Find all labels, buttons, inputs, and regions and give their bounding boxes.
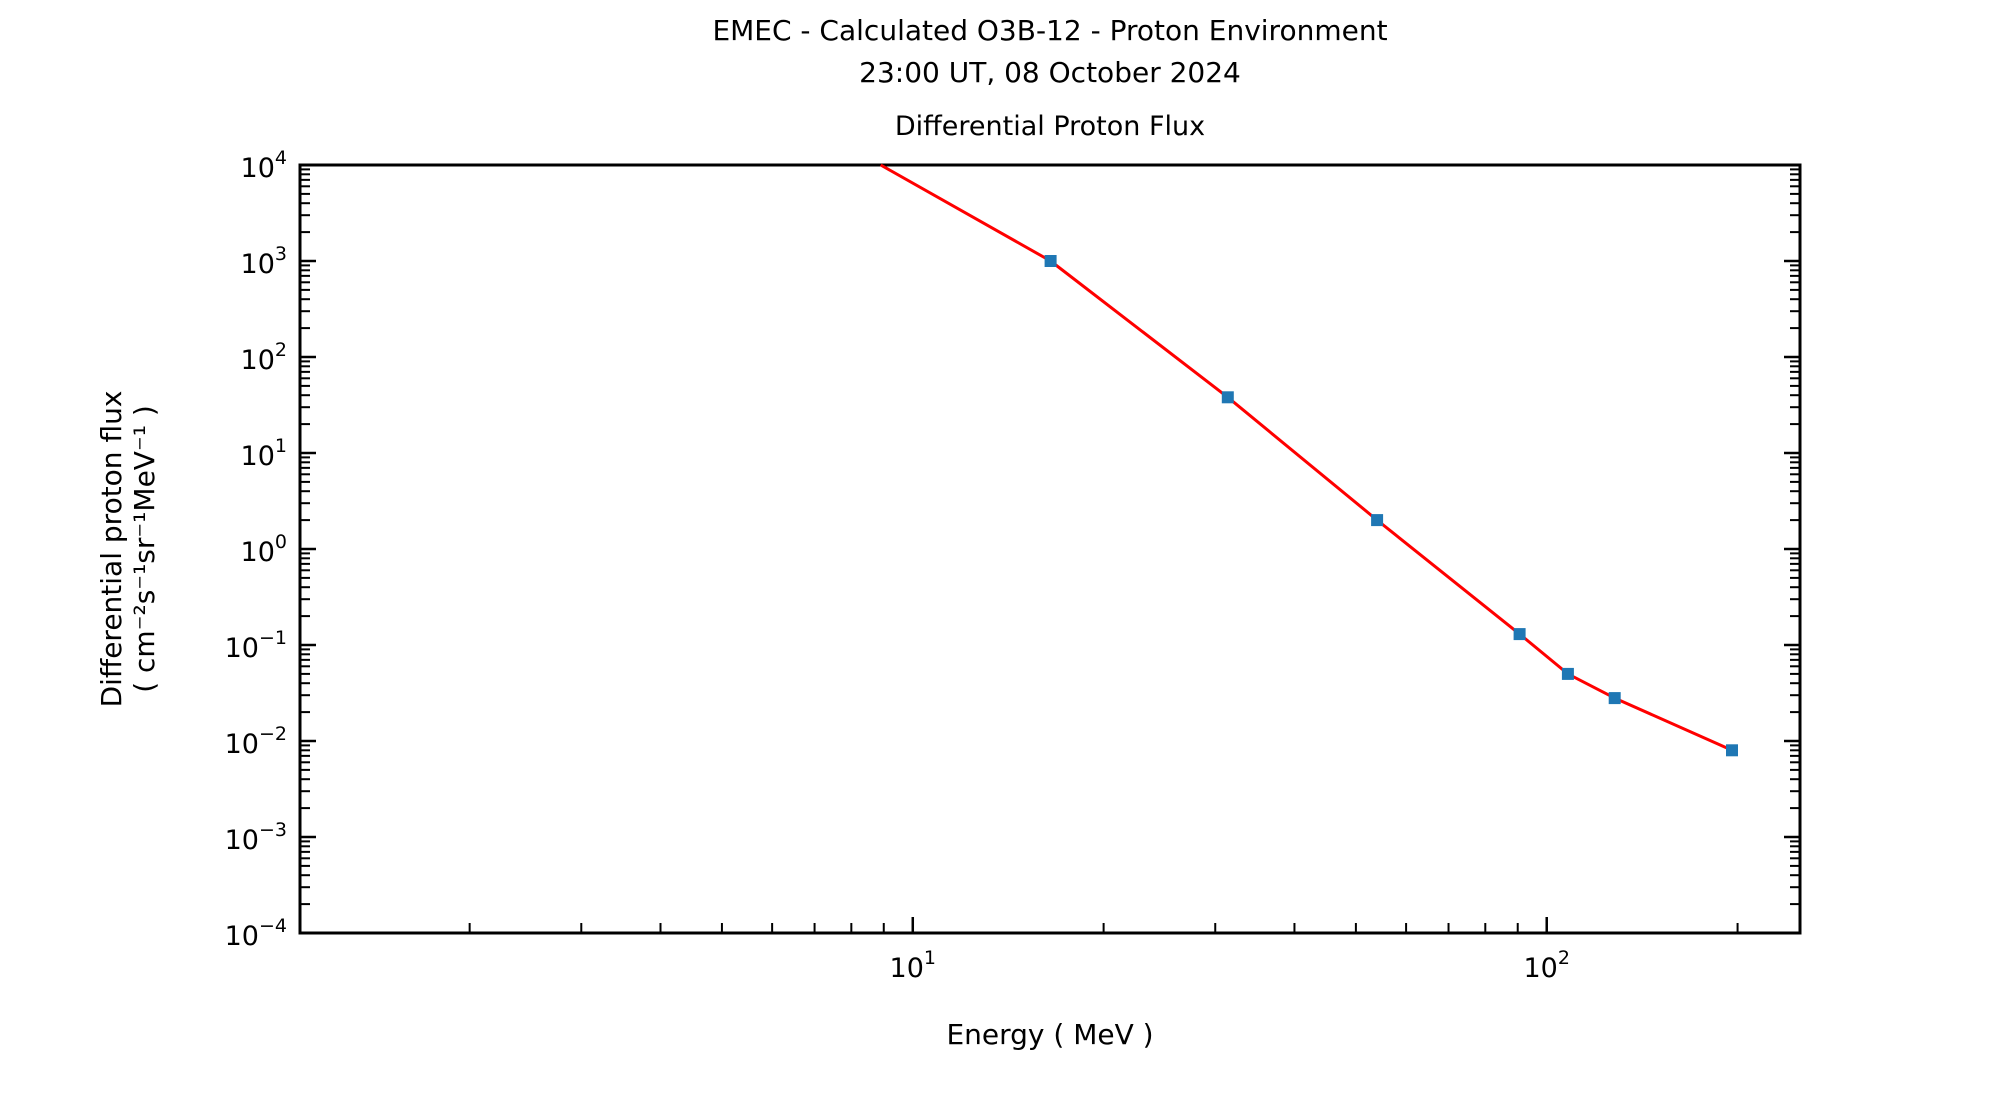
x-tick-label: 101: [890, 947, 936, 984]
y-tick-label: 102: [241, 339, 287, 376]
data-point-marker: [1608, 692, 1621, 705]
y-tick-label: 10−4: [225, 915, 287, 952]
x-axis-label: Energy ( MeV ): [946, 1018, 1154, 1051]
flux-line: [879, 163, 1733, 752]
x-tick-label: 102: [1524, 947, 1570, 984]
data-point-marker: [1726, 744, 1738, 757]
y-tick-label: 103: [241, 243, 287, 280]
data-point-marker: [1371, 514, 1384, 527]
data-point-marker: [1561, 667, 1574, 680]
y-tick-label: 10−3: [225, 819, 287, 856]
plot-frame: [298, 163, 1802, 935]
chart-title: Differential Proton Flux: [894, 111, 1206, 142]
y-tick-label: 104: [241, 147, 287, 184]
data-point-marker: [1044, 255, 1057, 267]
data-point-marker: [1513, 628, 1526, 641]
page-title: EMEC - Calculated O3B-12 - Proton Enviro…: [712, 14, 1388, 47]
page-subtitle: 23:00 UT, 08 October 2024: [859, 56, 1241, 89]
y-tick-label: 10−2: [225, 723, 287, 760]
y-tick-label: 101: [241, 435, 287, 472]
y-tick-label: 10−1: [225, 627, 287, 664]
y-tick-label: 100: [241, 531, 287, 568]
data-point-marker: [1221, 391, 1234, 404]
